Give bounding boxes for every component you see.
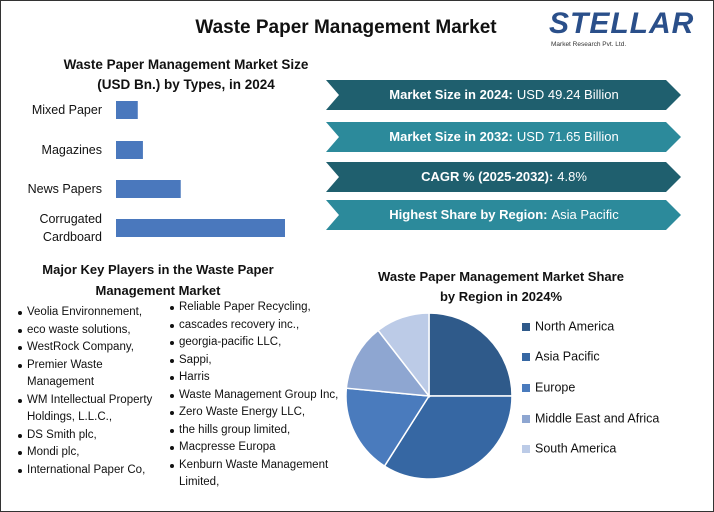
stat-banner: [326, 122, 681, 152]
player: Premier Waste Management: [17, 357, 169, 392]
player: Harris: [169, 369, 355, 387]
stat-banner: [326, 200, 681, 230]
player: Reliable Paper Recycling,: [169, 299, 355, 317]
player: Veolia Environnement,: [17, 304, 169, 322]
players-column: Reliable Paper Recycling, cascades recove…: [169, 299, 355, 492]
player: Waste Management Group Inc,: [169, 387, 355, 405]
player: Kenburn Waste Management Limited,: [169, 457, 355, 492]
player: cascades recovery inc.,: [169, 317, 355, 335]
pie-slice: [345, 329, 431, 397]
player: the hills group limited,: [169, 422, 355, 440]
stat-value: 4.8%: [557, 169, 587, 184]
legend-label: Middle East and Africa: [535, 411, 659, 425]
legend-swatch: [522, 384, 530, 392]
stat-text: CAGR % (2025-2032): 4.8%: [421, 169, 587, 184]
logo-name: STELLAR: [549, 7, 695, 40]
bar-label: Mixed Paper: [31, 103, 102, 117]
stat-text: Market Size in 2024: USD 49.24 Billion: [389, 87, 618, 102]
player: Macpresse Europa: [169, 439, 355, 457]
bar-title: Waste Paper Management Market Size (USD …: [63, 57, 309, 92]
stat-value: Asia Pacific: [552, 207, 620, 222]
legend-label: North America: [535, 319, 614, 333]
legend-swatch: [522, 323, 530, 331]
stat-text: Market Size in 2032: USD 71.65 Billion: [389, 129, 618, 144]
player: eco waste solutions,: [17, 322, 169, 340]
player: WM Intellectual Property Holdings, L.L.C…: [17, 392, 169, 427]
players-title: Major Key Players in the Waste Paper Man…: [42, 262, 274, 298]
logo-tagline: Market Research Pvt. Ltd.: [551, 41, 627, 48]
pie-slice: [428, 312, 513, 397]
player: DS Smith plc,: [17, 427, 169, 445]
bar: [116, 101, 138, 119]
player: Zero Waste Energy LLC,: [169, 404, 355, 422]
legend-swatch: [522, 353, 530, 361]
stat-label: Market Size in 2024:: [389, 87, 513, 102]
pie-title: Waste Paper Management Market Share by R…: [378, 269, 624, 304]
bar: [116, 141, 143, 159]
stat-banner: [326, 162, 681, 192]
logo: STELLAR Market Research Pvt. Ltd.: [549, 7, 695, 48]
player: International Paper Co,: [17, 462, 169, 480]
stat-value: USD 49.24 Billion: [517, 87, 619, 102]
legend-label: Asia Pacific: [535, 349, 600, 363]
stat-value: USD 71.65 Billion: [517, 129, 619, 144]
player: georgia-pacific LLC,: [169, 334, 355, 352]
stat-label: Market Size in 2032:: [389, 129, 513, 144]
legend-swatch: [522, 445, 530, 453]
bar: [116, 219, 285, 237]
bar: [116, 180, 181, 198]
bar-label: Magazines: [41, 143, 102, 157]
stat-label: CAGR % (2025-2032):: [421, 169, 553, 184]
legend-label: South America: [535, 441, 616, 455]
bar-label: Corrugated Cardboard: [39, 212, 102, 244]
player: WestRock Company,: [17, 339, 169, 357]
pie-slice: [345, 387, 431, 468]
pie-slice: [377, 312, 430, 399]
legend-swatch: [522, 415, 530, 423]
stat-banner: [326, 80, 681, 110]
stat-text: Highest Share by Region: Asia Pacific: [389, 207, 619, 222]
players-column: Veolia Environnement, eco waste solutions…: [17, 304, 169, 479]
player: Mondi plc,: [17, 444, 169, 462]
player: Sappi,: [169, 352, 355, 370]
stat-label: Highest Share by Region:: [389, 207, 547, 222]
bar-label: News Papers: [27, 182, 102, 196]
main-title: Waste Paper Management Market: [195, 17, 497, 38]
legend-label: Europe: [535, 380, 575, 394]
